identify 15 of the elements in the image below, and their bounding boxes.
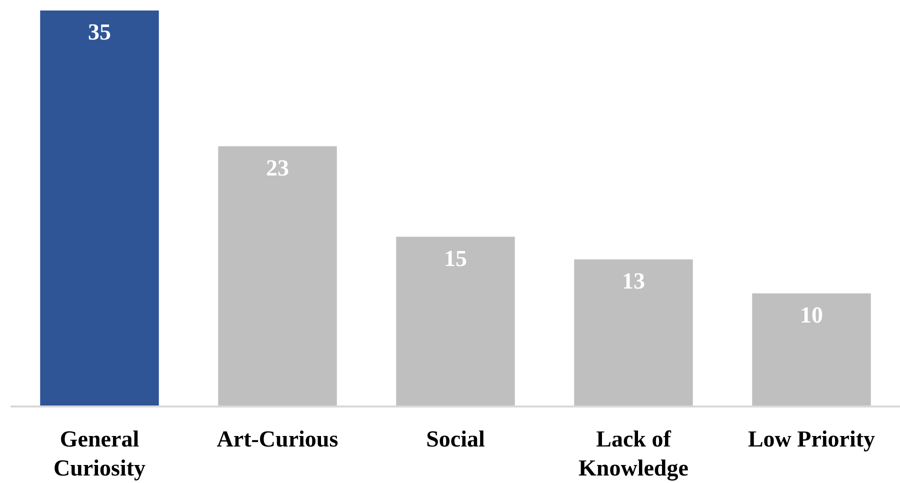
bar	[574, 259, 693, 406]
bar	[218, 146, 337, 406]
x-tick-label: Low Priority	[748, 426, 876, 452]
x-tick-label: Social	[426, 426, 485, 452]
bar	[752, 293, 871, 406]
bar	[396, 236, 515, 406]
data-label: 10	[800, 302, 823, 328]
x-tick-label: General Curiosity	[54, 426, 146, 480]
data-label: 23	[266, 155, 289, 180]
x-tick-label: Art-Curious	[216, 426, 338, 452]
x-tick-label: Lack of Knowledge	[578, 426, 688, 482]
data-label: 35	[88, 20, 111, 44]
data-label: 13	[622, 268, 645, 294]
bar	[40, 10, 159, 406]
data-label: 15	[444, 246, 467, 271]
